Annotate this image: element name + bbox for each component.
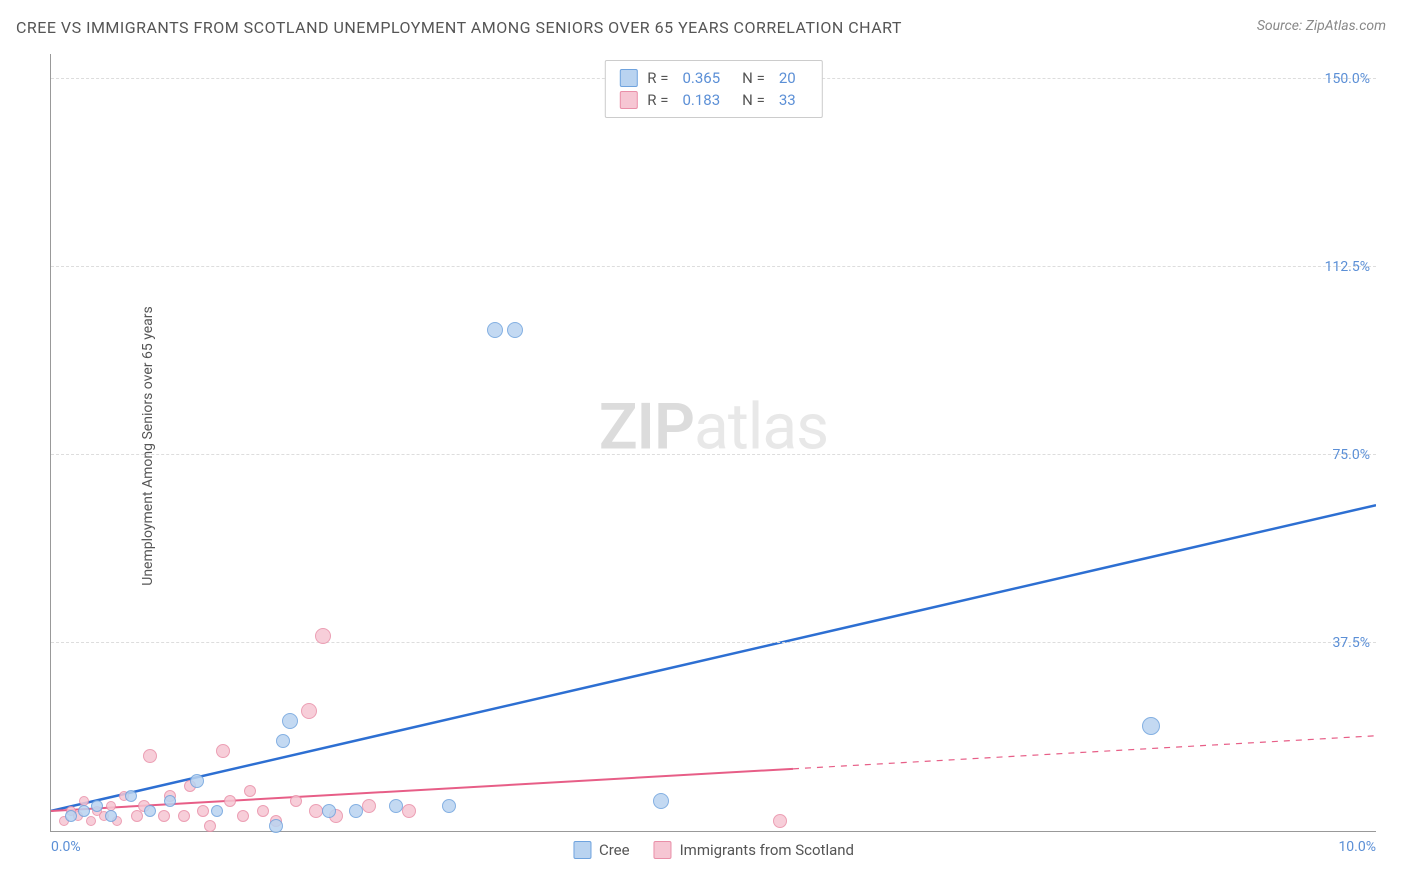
data-point <box>131 810 143 822</box>
data-point <box>91 800 103 812</box>
y-tick-label: 37.5% <box>1332 635 1378 651</box>
gridline <box>51 266 1376 267</box>
data-point <box>86 816 96 826</box>
data-point <box>309 804 323 818</box>
data-point <box>224 795 236 807</box>
legend-stats: R = 0.365 N = 20 R = 0.183 N = 33 <box>604 60 822 118</box>
gridline <box>51 642 1376 643</box>
r-label: R = <box>647 69 668 87</box>
legend-series: Cree Immigrants from Scotland <box>573 841 854 859</box>
data-point <box>507 322 523 338</box>
legend-stat-row: R = 0.365 N = 20 <box>619 67 807 89</box>
data-point <box>282 713 298 729</box>
legend-swatch <box>654 841 672 859</box>
data-point <box>1142 717 1160 735</box>
chart-source: Source: ZipAtlas.com <box>1257 18 1386 34</box>
legend-series-label: Cree <box>599 841 630 859</box>
data-point <box>237 810 249 822</box>
data-point <box>290 795 302 807</box>
r-value: 0.183 <box>682 91 720 109</box>
data-point <box>125 790 137 802</box>
data-point <box>442 799 456 813</box>
data-point <box>178 810 190 822</box>
data-point <box>257 805 269 817</box>
data-point <box>143 749 157 763</box>
n-value: 33 <box>779 91 796 109</box>
data-point <box>653 793 669 809</box>
y-tick-label: 112.5% <box>1325 259 1378 275</box>
data-point <box>144 805 156 817</box>
n-label: N = <box>742 69 765 87</box>
data-point <box>402 804 416 818</box>
y-tick-label: 75.0% <box>1332 447 1378 463</box>
data-point <box>349 804 363 818</box>
data-point <box>301 703 317 719</box>
data-point <box>211 805 223 817</box>
data-point <box>362 799 376 813</box>
data-point <box>105 810 117 822</box>
data-point <box>269 819 283 833</box>
n-label: N = <box>742 91 765 109</box>
r-label: R = <box>647 91 668 109</box>
legend-stat-row: R = 0.183 N = 33 <box>619 89 807 111</box>
trend-lines <box>51 54 1376 831</box>
data-point <box>164 795 176 807</box>
data-point <box>216 744 230 758</box>
data-point <box>315 628 331 644</box>
plot-area: ZIPatlas R =0.365N =20R =0.183N =33 0.0%… <box>50 54 1376 832</box>
correlation-chart: CREE VS IMMIGRANTS FROM SCOTLAND UNEMPLO… <box>0 0 1406 892</box>
trend-line-immigrants-from-scotland <box>51 769 793 811</box>
data-point <box>204 820 216 832</box>
data-point <box>65 810 77 822</box>
r-value: 0.365 <box>682 69 720 87</box>
data-point <box>158 810 170 822</box>
data-point <box>773 814 787 828</box>
data-point <box>487 322 503 338</box>
data-point <box>322 804 336 818</box>
gridline <box>51 454 1376 455</box>
data-point <box>276 734 290 748</box>
x-tick-min: 0.0% <box>51 839 81 855</box>
trend-line-dashed <box>793 736 1376 769</box>
legend-series-item: Immigrants from Scotland <box>654 841 854 859</box>
data-point <box>78 805 90 817</box>
data-point <box>389 799 403 813</box>
legend-swatch <box>573 841 591 859</box>
data-point <box>197 805 209 817</box>
data-point <box>244 785 256 797</box>
legend-swatch <box>619 91 637 109</box>
n-value: 20 <box>779 69 796 87</box>
legend-series-label: Immigrants from Scotland <box>680 841 854 859</box>
x-tick-max: 10.0% <box>1338 839 1376 855</box>
trend-line-cree <box>51 505 1376 811</box>
y-tick-label: 150.0% <box>1325 71 1378 87</box>
legend-swatch <box>619 69 637 87</box>
legend-series-item: Cree <box>573 841 630 859</box>
data-point <box>190 774 204 788</box>
chart-title: CREE VS IMMIGRANTS FROM SCOTLAND UNEMPLO… <box>16 18 902 37</box>
